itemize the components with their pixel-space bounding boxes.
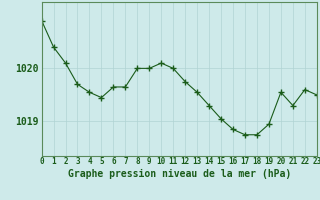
X-axis label: Graphe pression niveau de la mer (hPa): Graphe pression niveau de la mer (hPa) [68,169,291,179]
